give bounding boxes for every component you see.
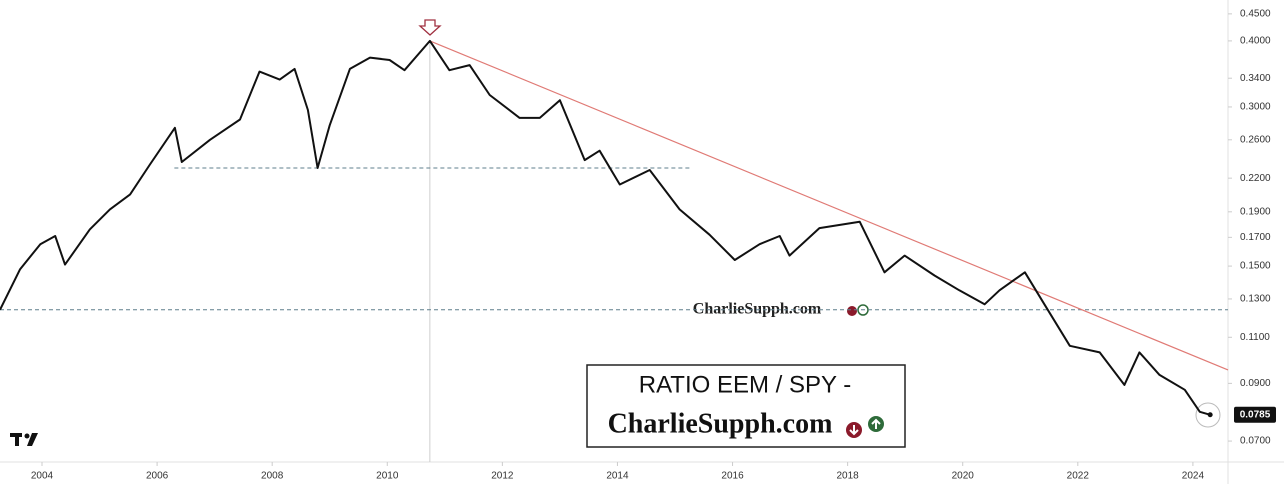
last-value-label: 0.0785 (1240, 409, 1271, 420)
y-tick-label: 0.3000 (1240, 102, 1271, 113)
end-circle (1195, 402, 1221, 428)
price-line (0, 39, 1211, 416)
x-tick-label: 2012 (491, 471, 514, 482)
x-tick-label: 2016 (721, 471, 744, 482)
y-tick-label: 0.1100 (1240, 332, 1270, 343)
logo (10, 433, 38, 446)
peak-arrow (418, 19, 442, 36)
watermark: CharlieSupph.com (693, 301, 822, 318)
x-tick-label: 2018 (837, 471, 860, 482)
x-tick-label: 2024 (1182, 471, 1205, 482)
x-tick-label: 2010 (376, 471, 399, 482)
y-tick-label: 0.0900 (1240, 378, 1271, 389)
chart-title: RATIO EEM / SPY - (639, 371, 851, 398)
last-value-box (1234, 406, 1276, 423)
y-tick-label: 0.2600 (1240, 134, 1271, 145)
x-tick-label: 2004 (31, 471, 54, 482)
arrow-icons (846, 416, 884, 438)
x-tick-label: 2014 (606, 471, 629, 482)
y-tick-label: 0.1300 (1240, 294, 1271, 305)
x-tick-label: 2020 (952, 471, 975, 482)
y-tick-label: 0.0700 (1240, 436, 1271, 447)
last-point (1207, 412, 1213, 418)
y-tick-label: 0.4000 (1240, 36, 1271, 47)
y-tick-label: 0.1500 (1240, 261, 1271, 272)
y-tick-label: 0.1900 (1240, 206, 1271, 217)
y-tick-label: 0.2200 (1240, 173, 1271, 184)
x-tick-label: 2008 (261, 471, 284, 482)
y-tick-label: 0.4500 (1240, 8, 1271, 19)
watermark-icons (847, 304, 869, 316)
chart-subtitle: CharlieSupph.com (608, 408, 833, 439)
y-tick-label: 0.1700 (1240, 232, 1271, 243)
trendline (429, 40, 1229, 371)
x-tick-label: 2022 (1067, 471, 1090, 482)
x-tick-label: 2006 (146, 471, 169, 482)
y-tick-label: 0.3400 (1240, 73, 1271, 84)
